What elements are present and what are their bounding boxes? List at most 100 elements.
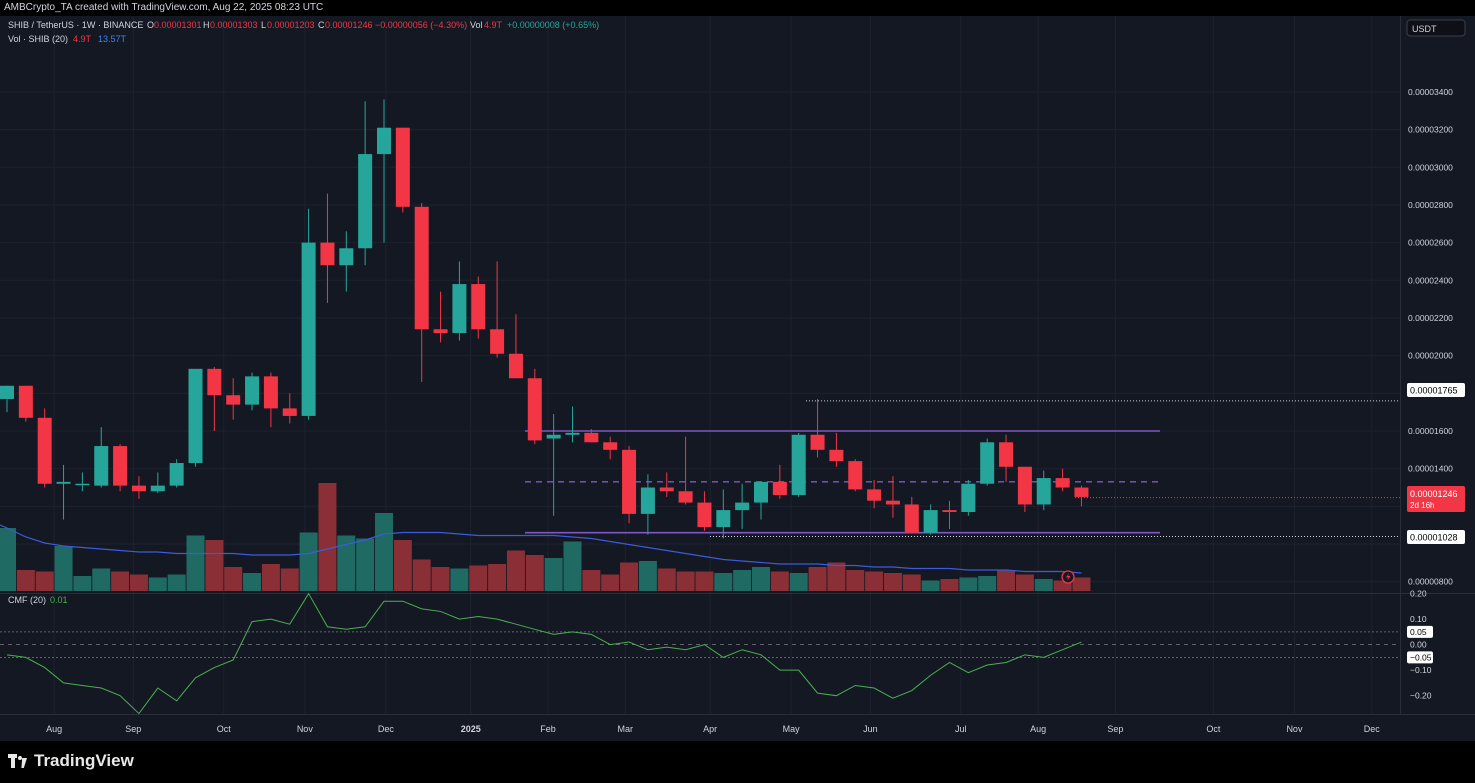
candle-body — [829, 449, 844, 462]
volume-bar — [431, 567, 450, 591]
volume-bar — [978, 576, 997, 591]
resistance-price-text: 0.00001765 — [1410, 386, 1458, 396]
candle-body — [207, 368, 222, 396]
time-tick-label: Jul — [955, 724, 967, 734]
candle-body — [56, 481, 71, 484]
time-tick-label: May — [783, 724, 801, 734]
candle-body — [885, 500, 900, 505]
candle — [75, 472, 90, 492]
candle-body — [395, 127, 410, 207]
time-tick-label: Oct — [217, 724, 232, 734]
volume-bar — [148, 577, 167, 591]
chart-area[interactable]: 0.000008000.000012000.000014000.00001600… — [0, 16, 1475, 741]
volume-bar — [243, 573, 262, 591]
tradingview-logo-icon — [8, 754, 28, 768]
price-tick-label: 0.00003400 — [1408, 87, 1453, 97]
volume-bar — [733, 570, 752, 591]
lightning-icon[interactable] — [1061, 570, 1075, 584]
cmf-tick-label: 0.00 — [1410, 640, 1427, 650]
candle-body — [1017, 466, 1032, 505]
vol-now-value: 4.9T — [73, 34, 92, 44]
candle-body — [584, 432, 599, 443]
time-tick-label: Mar — [618, 724, 634, 734]
candle-body — [188, 368, 203, 464]
open-value: 0.00001301 — [154, 20, 202, 30]
candle-body — [150, 485, 165, 492]
high-label: H — [203, 20, 210, 30]
price-tick-label: 0.00001600 — [1408, 426, 1453, 436]
volume-bar — [318, 483, 337, 591]
candle-body — [452, 284, 467, 334]
candle-body — [113, 446, 128, 486]
cmf-tick-label: 0.20 — [1410, 589, 1427, 599]
volume-bar — [92, 568, 111, 591]
volume-bar — [525, 555, 544, 591]
volume-bar — [73, 576, 92, 591]
candle-body — [565, 432, 580, 435]
volume-bar — [846, 570, 865, 591]
candle — [490, 261, 505, 358]
candle — [622, 446, 637, 524]
volume-bar — [827, 562, 846, 591]
volume-bar — [940, 579, 959, 591]
cmf-label: CMF (20) — [8, 595, 46, 605]
candle-body — [131, 485, 146, 492]
candle — [565, 406, 580, 443]
close-value: 0.00001246 — [325, 20, 373, 30]
symbol-label: SHIB / TetherUS · 1W · BINANCE — [8, 20, 143, 30]
candle — [0, 385, 14, 413]
vol-indicator-label: Vol · SHIB (20) — [8, 34, 68, 44]
candle-body — [999, 442, 1014, 467]
volume-bar — [695, 571, 714, 591]
volume-bar — [356, 538, 375, 591]
time-tick-label: 2025 — [461, 724, 481, 734]
volume-bar — [337, 535, 356, 591]
time-tick-label: Aug — [46, 724, 62, 734]
volume-bar — [676, 571, 695, 591]
candle — [414, 203, 429, 383]
volume-bar — [393, 540, 412, 591]
candle-body — [377, 127, 391, 155]
volume-bar — [111, 571, 130, 591]
volume-bar — [412, 559, 431, 591]
candle-body — [754, 481, 768, 503]
time-axis[interactable]: Aug Sep Oct Nov Dec 2025 Feb Mar Apr May Jun Jul Aug… — [46, 724, 1380, 734]
volume-bar — [205, 540, 224, 591]
tradingview-logo[interactable]: TradingView — [8, 751, 134, 771]
cmf-band-label-bg — [1407, 625, 1433, 638]
cmf-value: 0.01 — [50, 595, 68, 605]
volume-bar — [375, 513, 393, 591]
countdown-text: 2d 16h — [1410, 501, 1434, 510]
candle-body — [640, 487, 655, 514]
candle-body — [75, 483, 90, 486]
candle — [471, 276, 486, 339]
candle-body — [169, 463, 184, 486]
candle — [1074, 485, 1089, 507]
vol-change-value: +0.00000008 (+0.65%) — [507, 20, 599, 30]
price-tick-label: 0.00002200 — [1408, 313, 1453, 323]
candle — [791, 432, 806, 497]
volume-bars — [0, 483, 1091, 591]
candle-body — [810, 434, 825, 450]
candle — [358, 101, 373, 266]
channel-lines — [525, 400, 1400, 537]
candle — [961, 479, 976, 516]
candles — [0, 99, 1089, 539]
candle — [226, 378, 241, 420]
candle-body — [1055, 478, 1070, 488]
candle — [885, 476, 900, 518]
candle — [659, 472, 674, 497]
vol-label: Vol — [470, 20, 483, 30]
support-price-label: 0.00001028 — [1407, 530, 1465, 544]
candle-body — [339, 248, 354, 266]
price-tick-label: 0.00002600 — [1408, 238, 1453, 248]
low-label: L — [261, 20, 266, 30]
candle — [603, 436, 618, 460]
volume-bar — [921, 580, 940, 591]
candle — [18, 385, 33, 422]
candle-body — [414, 206, 429, 330]
candle-body — [94, 446, 109, 486]
candle — [320, 193, 335, 303]
currency-button[interactable]: USDT — [1406, 19, 1466, 37]
price-chart[interactable]: 0.000008000.000012000.000014000.00001600… — [0, 16, 1475, 741]
